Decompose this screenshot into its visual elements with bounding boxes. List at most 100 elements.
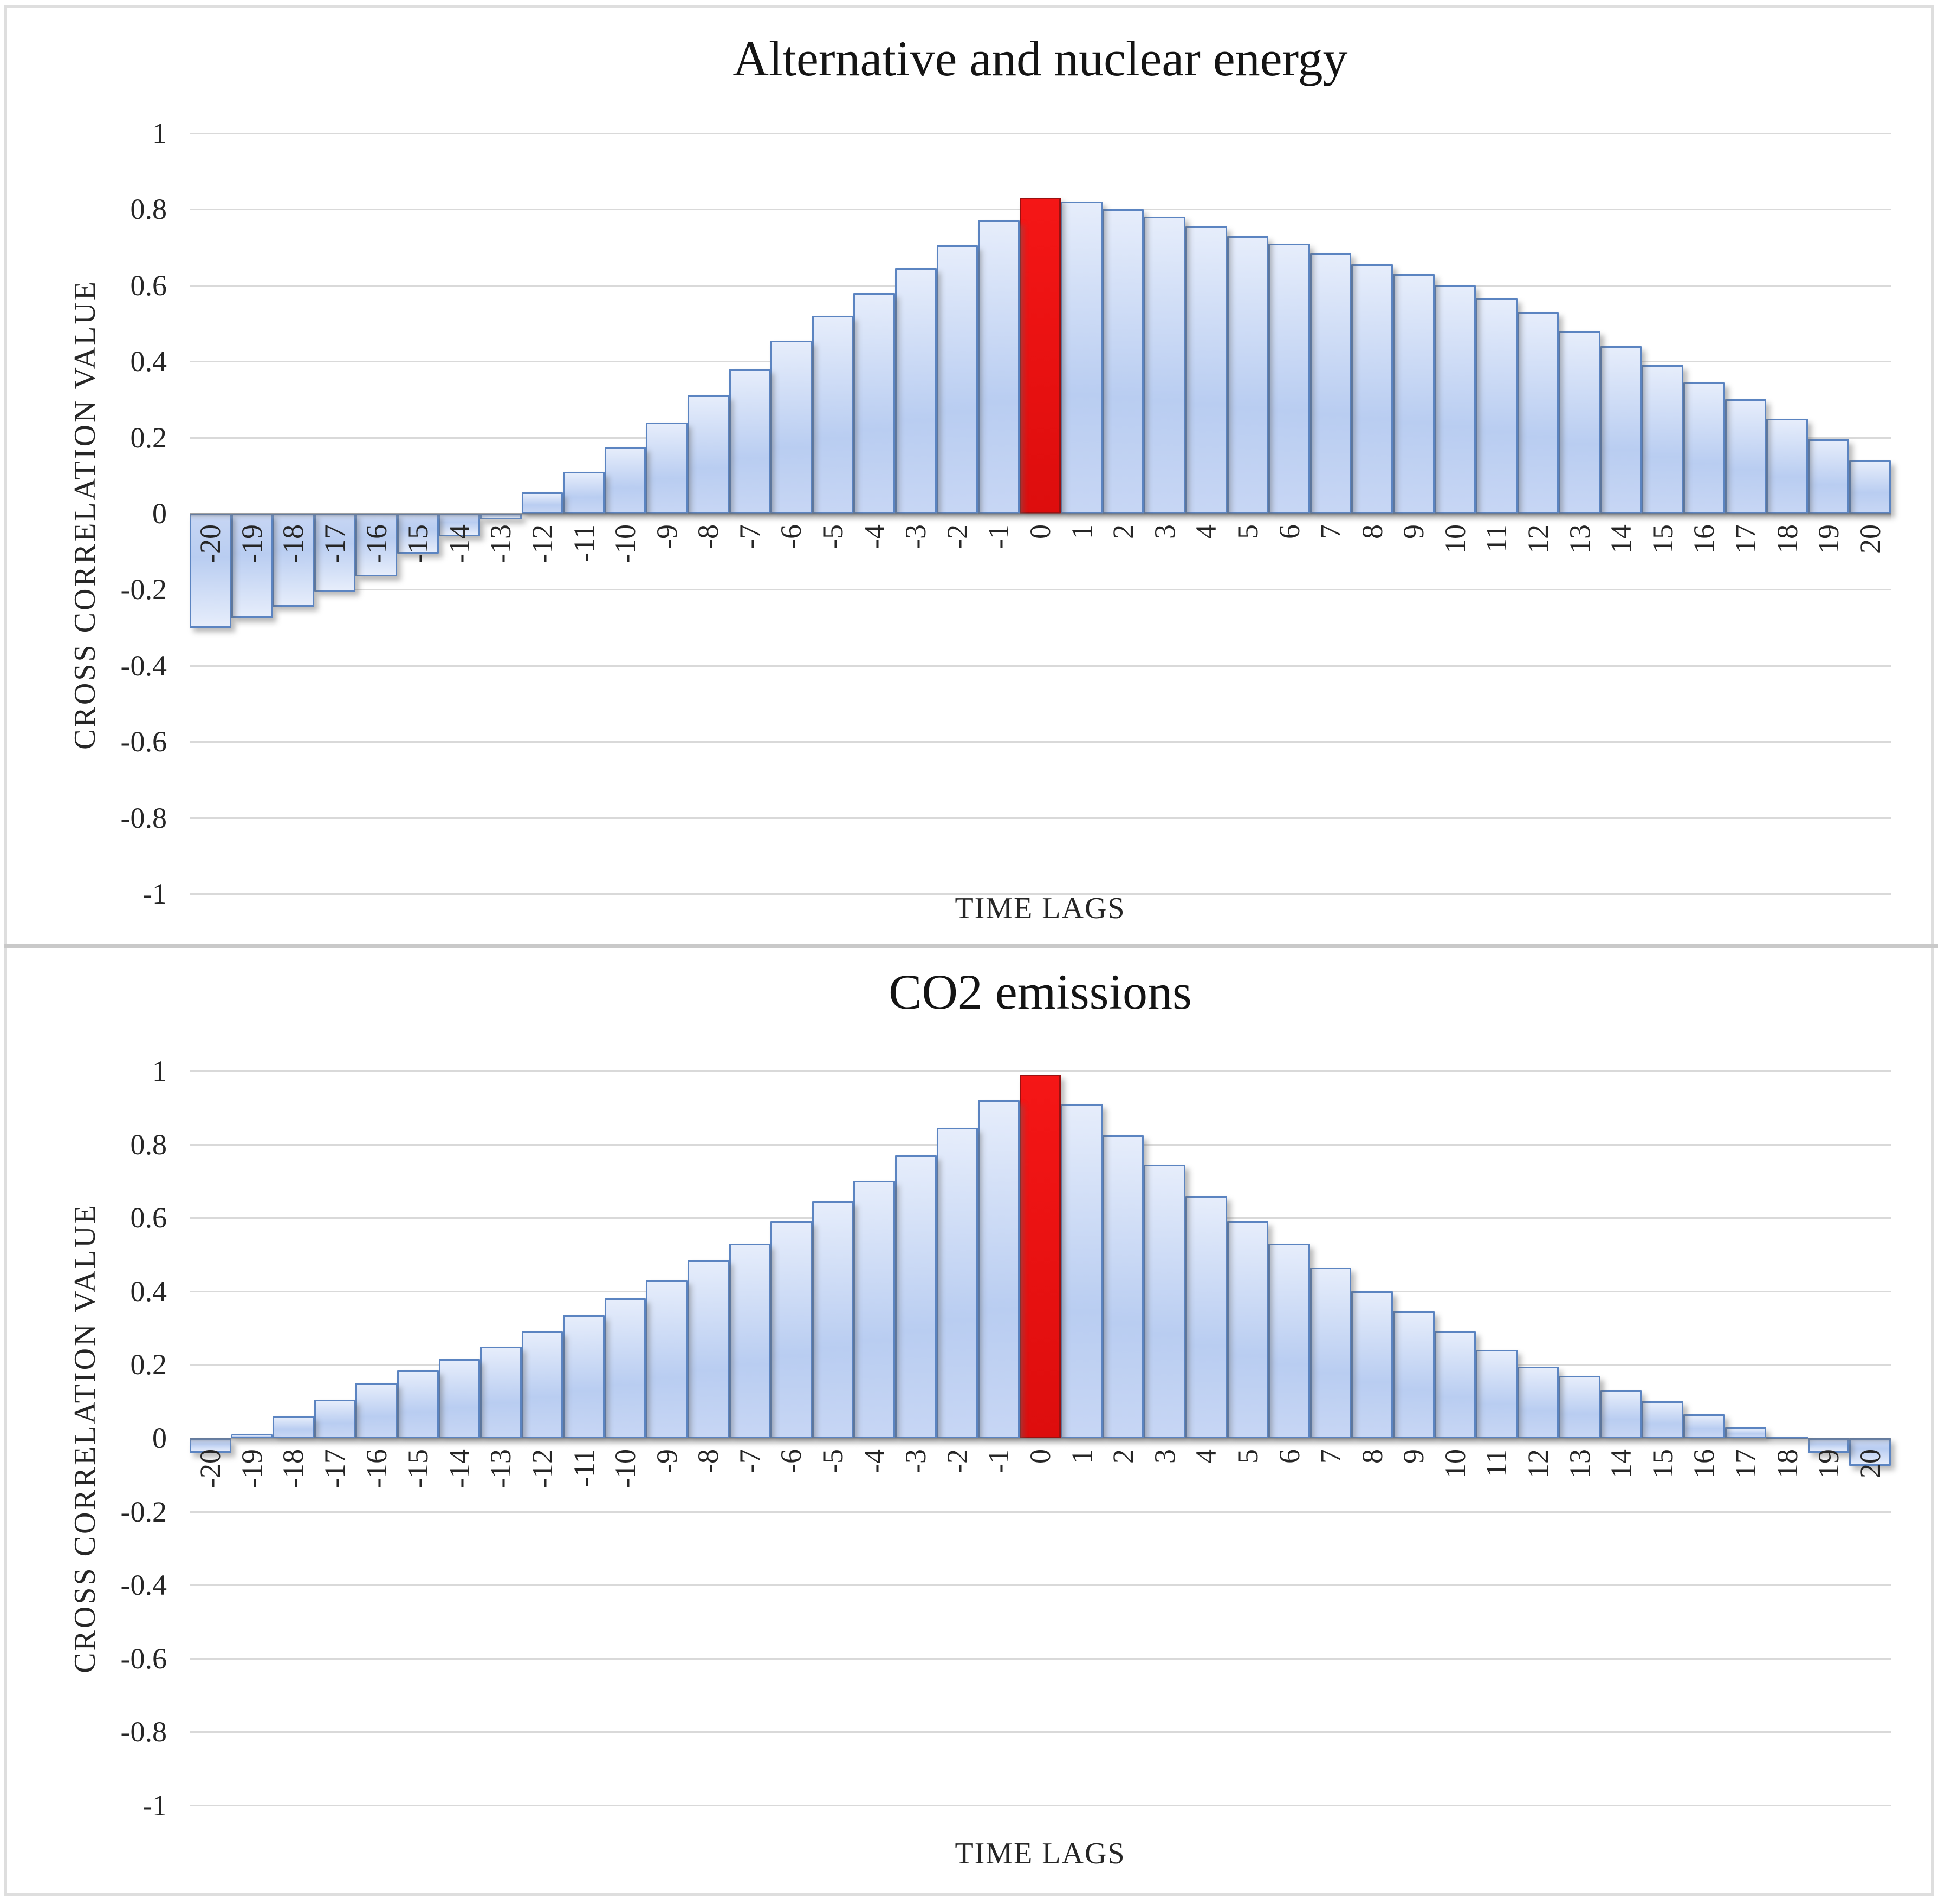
x-tick-label--9: -9 [650,1449,683,1476]
bar-lag-7 [1309,253,1352,514]
x-tick-text: -11 [567,1449,600,1487]
x-tick-label--18: -18 [277,524,310,566]
x-tick-text: -3 [899,1449,932,1473]
x-tick-label-0: 0 [1024,1449,1056,1466]
bar-lag--18 [273,1416,314,1438]
bar-lag--5 [812,315,854,514]
bar-lag--1 [978,220,1020,514]
bar-lag--7 [729,1243,771,1438]
y-tick-label: 0.6 [130,1201,167,1234]
x-tick-label-11: 11 [1480,1449,1513,1480]
x-tick-text: -9 [650,1449,683,1473]
y-tick-label: -0.8 [120,1715,167,1749]
bar-lag--9 [646,1280,688,1438]
x-tick-label-1: 1 [1065,1449,1098,1466]
bar-lag--16 [355,514,397,576]
x-tick-label-7: 7 [1314,1449,1347,1466]
x-tick-text: 6 [1273,1449,1306,1464]
bar-lag--12 [521,1331,563,1438]
x-tick-text: -14 [443,1449,476,1488]
x-tick-label-11: 11 [1480,524,1513,555]
x-tick-label--19: -19 [236,1449,268,1491]
x-tick-label-5: 5 [1231,1449,1264,1466]
gridline-y--1 [190,893,1891,895]
bar-lag-3 [1144,217,1186,514]
bar-lag--13 [480,514,522,519]
bar-lag-9 [1392,274,1435,514]
x-tick-label--6: -6 [775,1449,807,1476]
x-tick-label-6: 6 [1273,1449,1306,1466]
x-tick-text: 12 [1522,1449,1555,1478]
x-tick-label--19: -19 [236,524,268,566]
x-tick-label-19: 19 [1812,1449,1845,1481]
bar-lag-20 [1849,460,1891,514]
x-tick-label--20: -20 [194,524,226,566]
bar-lag--8 [688,1260,729,1438]
x-tick-label--16: -16 [360,524,393,566]
x-tick-text: 15 [1646,1449,1679,1478]
x-tick-label--20: -20 [194,1449,226,1491]
x-tick-label--5: -5 [816,1449,850,1476]
x-tick-label-18: 18 [1771,524,1804,556]
bar-lag-3 [1144,1164,1186,1438]
x-tick-text: -4 [858,524,891,549]
x-tick-label--11: -11 [567,1449,600,1490]
x-tick-label-5: 5 [1231,524,1264,542]
x-tick-label-4: 4 [1190,1449,1222,1466]
x-tick-label-15: 15 [1646,524,1679,556]
x-tick-text: -1 [982,1449,1015,1473]
x-tick-text: -15 [401,1449,435,1488]
bar-lag-12 [1517,311,1559,514]
x-tick-text: -5 [816,1449,850,1473]
bar-lag-14 [1600,1390,1642,1438]
x-tick-text: -13 [484,1449,517,1488]
x-tick-label--15: -15 [401,524,434,566]
x-tick-label--2: -2 [941,1449,974,1476]
bar-lag-4 [1185,1195,1227,1438]
x-tick-text: -3 [899,524,932,549]
gridline-y--0.6 [190,741,1891,743]
gridline-y--0.4 [190,1584,1891,1587]
bar-lag-17 [1724,399,1767,514]
x-tick-label--11: -11 [568,524,600,565]
x-axis-title: TIME LAGS [955,1837,1126,1870]
bar-lag--20 [190,514,231,628]
x-tick-text: 1 [1065,524,1098,539]
x-tick-text: 18 [1771,1449,1804,1478]
x-tick-text: 14 [1605,1449,1638,1478]
bar-lag-1 [1061,1104,1103,1438]
x-tick-text: 20 [1853,1449,1886,1478]
bar-lag--7 [729,369,771,514]
x-tick-label--7: -7 [734,524,766,551]
x-tick-text: -18 [277,524,310,563]
gridline-y--0.4 [190,665,1891,667]
x-tick-label--16: -16 [360,1449,393,1491]
x-tick-text: 1 [1065,1449,1098,1464]
x-tick-text: 17 [1729,524,1762,554]
bar-lag-11 [1476,1350,1518,1438]
bar-lag--14 [438,1359,481,1438]
x-tick-text: 13 [1563,524,1596,554]
y-tick-label: 0 [152,497,167,530]
bar-lag--10 [604,1298,646,1438]
bar-lag--11 [563,1315,605,1438]
x-tick-text: 9 [1397,1449,1430,1464]
x-tick-text: 17 [1729,1449,1762,1478]
x-tick-text: -16 [360,1449,393,1488]
x-tick-text: 14 [1605,524,1638,554]
bar-lag-10 [1434,1331,1476,1438]
chart-title: CO2 emissions [889,964,1192,1019]
x-tick-label-8: 8 [1356,1449,1389,1466]
x-tick-label-10: 10 [1439,1449,1471,1481]
y-tick-label: 0.8 [130,193,167,226]
x-tick-text: 4 [1190,524,1223,539]
bar-lag-9 [1392,1311,1435,1438]
x-tick-label-2: 2 [1107,1449,1139,1466]
x-tick-label--17: -17 [319,1449,351,1491]
x-tick-text: -6 [775,524,808,549]
bar-lag--13 [480,1346,522,1438]
x-tick-label--12: -12 [526,524,559,566]
x-tick-label-4: 4 [1190,524,1223,542]
x-tick-label-18: 18 [1771,1449,1804,1481]
bar-lag-17 [1724,1427,1767,1438]
